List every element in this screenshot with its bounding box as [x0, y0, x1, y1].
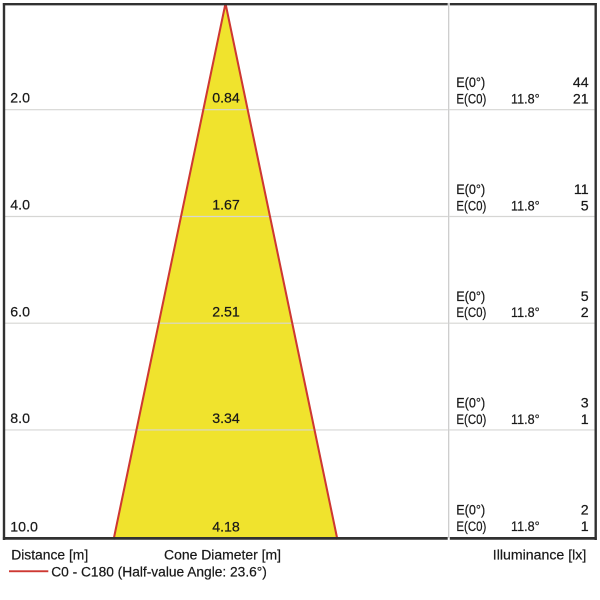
svg-text:Cone Diameter [m]: Cone Diameter [m] — [164, 547, 281, 563]
svg-text:4.0: 4.0 — [10, 198, 30, 214]
svg-text:1: 1 — [581, 412, 589, 428]
svg-text:Illuminance [lx]: Illuminance [lx] — [493, 547, 587, 563]
svg-text:1: 1 — [581, 519, 589, 535]
svg-text:E(0°): E(0°) — [456, 503, 485, 519]
svg-text:11.8°: 11.8° — [511, 91, 540, 107]
svg-text:10.0: 10.0 — [10, 520, 38, 536]
svg-text:11.8°: 11.8° — [511, 305, 540, 321]
svg-text:5: 5 — [581, 198, 589, 214]
svg-text:11.8°: 11.8° — [511, 198, 540, 214]
svg-text:C0 - C180 (Half-value Angle: 2: C0 - C180 (Half-value Angle: 23.6°) — [51, 565, 267, 581]
svg-text:4.18: 4.18 — [212, 520, 240, 536]
svg-text:E(C0): E(C0) — [456, 305, 486, 321]
svg-text:11: 11 — [574, 182, 589, 198]
svg-text:Distance [m]: Distance [m] — [11, 547, 88, 563]
svg-text:E(0°): E(0°) — [456, 396, 485, 412]
svg-text:1.67: 1.67 — [212, 198, 240, 214]
svg-text:E(C0): E(C0) — [456, 91, 486, 107]
svg-text:E(0°): E(0°) — [456, 182, 485, 198]
svg-text:3.34: 3.34 — [212, 411, 240, 427]
svg-text:6.0: 6.0 — [10, 304, 30, 320]
svg-text:2: 2 — [581, 305, 589, 321]
svg-text:8.0: 8.0 — [10, 411, 30, 427]
svg-text:5: 5 — [581, 289, 589, 305]
svg-text:E(C0): E(C0) — [456, 519, 486, 535]
svg-text:2.0: 2.0 — [10, 91, 30, 107]
svg-text:11.8°: 11.8° — [511, 519, 540, 535]
svg-text:21: 21 — [573, 91, 589, 107]
svg-text:E(C0): E(C0) — [456, 412, 486, 428]
svg-text:E(0°): E(0°) — [456, 289, 485, 305]
svg-text:3: 3 — [581, 396, 589, 412]
svg-text:0.84: 0.84 — [212, 91, 240, 107]
svg-text:44: 44 — [573, 75, 589, 91]
svg-text:11.8°: 11.8° — [511, 412, 540, 428]
svg-text:E(C0): E(C0) — [456, 198, 486, 214]
svg-text:2: 2 — [581, 503, 589, 519]
svg-text:2.51: 2.51 — [212, 304, 240, 320]
svg-text:E(0°): E(0°) — [456, 75, 485, 91]
